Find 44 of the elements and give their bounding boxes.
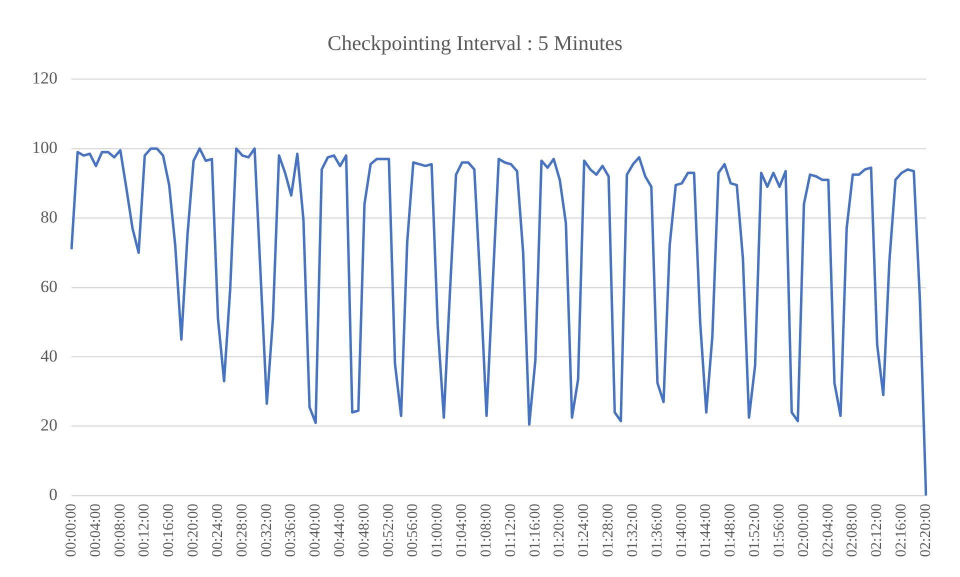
x-tick-label: 00:28:00 (234, 504, 250, 558)
x-tick-label: 02:20:00 (918, 504, 934, 558)
x-tick-label: 01:40:00 (674, 504, 690, 558)
x-tick-label: 02:00:00 (796, 504, 812, 558)
x-tick-label: 00:00:00 (63, 504, 80, 558)
x-tick-label: 01:36:00 (649, 504, 666, 558)
x-tick-label: 01:12:00 (502, 504, 519, 558)
x-tick-label: 01:32:00 (624, 504, 641, 558)
x-tick-label: 01:04:00 (454, 504, 470, 558)
x-tick-label: 00:56:00 (405, 504, 422, 558)
x-tick-label: 00:16:00 (161, 504, 178, 558)
x-tick-label: 00:48:00 (356, 504, 372, 558)
y-tick-label: 40 (40, 346, 58, 366)
x-tick-label: 02:12:00 (869, 504, 886, 558)
y-tick-label: 0 (49, 485, 58, 504)
x-tick-label: 00:08:00 (112, 504, 128, 558)
chart-title: Checkpointing Interval : 5 Minutes (327, 31, 623, 56)
x-tick-label: 00:44:00 (332, 504, 348, 558)
x-tick-label: 00:52:00 (380, 504, 397, 558)
x-tick-label: 01:00:00 (430, 504, 446, 558)
y-tick-label: 20 (40, 416, 58, 435)
x-tick-label: 01:52:00 (747, 504, 764, 558)
x-tick-label: 02:04:00 (820, 504, 836, 558)
y-tick-label: 120 (32, 68, 58, 88)
x-tick-label: 01:56:00 (771, 504, 788, 558)
x-tick-label: 01:20:00 (552, 504, 568, 558)
x-tick-label: 00:04:00 (88, 504, 104, 558)
y-tick-label: 60 (40, 276, 58, 296)
x-tick-label: 00:36:00 (283, 504, 300, 558)
x-tick-label: 00:12:00 (136, 504, 153, 558)
y-tick-label: 100 (32, 138, 58, 158)
x-tick-label: 00:24:00 (210, 504, 226, 558)
x-tick-label: 01:08:00 (478, 504, 494, 558)
x-tick-label: 01:16:00 (527, 504, 544, 558)
x-tick-label: 00:40:00 (308, 504, 324, 558)
x-tick-label: 02:08:00 (844, 504, 861, 558)
x-tick-label: 01:48:00 (722, 504, 739, 558)
x-tick-label: 02:16:00 (894, 504, 910, 558)
y-tick-label: 80 (40, 207, 58, 226)
x-tick-label: 00:20:00 (186, 504, 202, 558)
x-tick-label: 01:24:00 (576, 504, 592, 558)
x-tick-label: 01:44:00 (698, 504, 714, 558)
x-tick-label: 01:28:00 (600, 504, 617, 558)
x-tick-label: 00:32:00 (258, 504, 275, 558)
